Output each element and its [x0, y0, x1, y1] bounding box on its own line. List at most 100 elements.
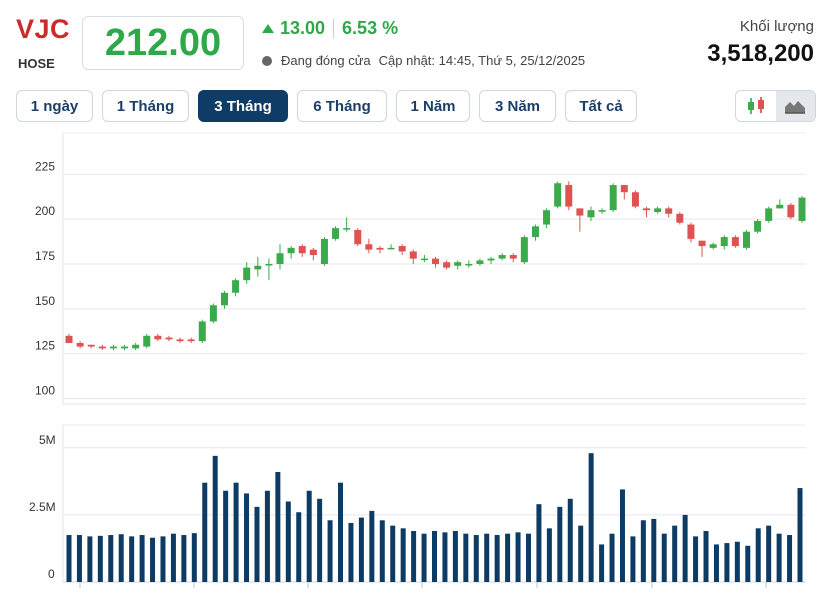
volume-bar	[76, 535, 82, 582]
candlestick-button[interactable]	[736, 91, 776, 121]
candle-body	[487, 258, 495, 261]
volume-value: 3,518,200	[707, 40, 814, 67]
volume-bar	[734, 541, 740, 582]
volume-bar	[369, 510, 375, 582]
candle-body	[765, 208, 773, 221]
candle-body	[143, 335, 151, 347]
candle-body	[620, 185, 628, 193]
volume-bar	[390, 525, 396, 582]
candle-body	[198, 321, 206, 342]
candle-body	[554, 183, 562, 207]
candle-body	[343, 228, 351, 230]
volume-bar	[212, 455, 218, 582]
candle-body	[498, 255, 506, 259]
candle-body	[243, 267, 251, 281]
volume-bar	[484, 533, 490, 582]
area-chart-icon	[785, 101, 806, 114]
candle-body	[543, 210, 551, 225]
volume-bar	[473, 535, 479, 582]
candle-body	[398, 246, 406, 252]
exchange-label: HOSE	[18, 56, 55, 71]
volume-bar	[672, 525, 678, 582]
volume-bar	[505, 533, 511, 582]
candle-body	[109, 346, 117, 349]
price-tick-label: 200	[35, 204, 55, 218]
candle-body	[631, 192, 639, 207]
status-dot-icon	[262, 55, 272, 66]
candle-body	[465, 264, 473, 266]
tab-3-months[interactable]: 3 Tháng	[198, 90, 288, 122]
candle-body	[187, 339, 195, 342]
tab-all[interactable]: Tất cả	[565, 90, 637, 122]
volume-bar	[317, 498, 323, 582]
volume-bar	[630, 536, 636, 582]
candle-body	[531, 226, 539, 238]
volume-bar	[755, 528, 761, 582]
volume-bar	[129, 536, 135, 582]
current-price: 212.00	[104, 21, 222, 64]
candle-body	[598, 210, 606, 212]
candle-body	[254, 265, 262, 270]
volume-bar	[724, 543, 730, 582]
candle-body	[98, 346, 106, 349]
candle-body	[432, 258, 439, 265]
candle-body	[698, 240, 706, 247]
volume-bar	[463, 533, 469, 582]
volume-bar	[609, 533, 615, 582]
volume-bar	[160, 536, 166, 582]
candle-body	[276, 253, 284, 265]
volume-bar	[139, 535, 145, 582]
candle-body	[576, 208, 584, 216]
volume-bar	[202, 482, 208, 582]
candle-body	[354, 229, 362, 245]
volume-bar	[745, 545, 751, 582]
volume-bar	[118, 534, 124, 582]
change-value: 13.00	[280, 18, 326, 38]
candle-body	[220, 292, 228, 306]
volume-tick-label: 0	[48, 567, 55, 581]
volume-bar	[87, 536, 93, 582]
price-box: 212.00	[82, 16, 244, 70]
tab-1-month[interactable]: 1 Tháng	[102, 90, 189, 122]
tab-1-year[interactable]: 1 Năm	[396, 90, 470, 122]
volume-bar	[379, 520, 385, 582]
tab-1-day[interactable]: 1 ngày	[16, 90, 93, 122]
candle-body	[742, 231, 750, 248]
candle-body	[387, 247, 395, 250]
volume-bar	[296, 512, 302, 582]
volume-tick-label: 5M	[39, 433, 56, 447]
volume-bar	[306, 490, 312, 582]
price-tick-label: 100	[35, 384, 55, 398]
candle-body	[209, 305, 217, 322]
candle-body	[132, 344, 140, 349]
tab-6-months[interactable]: 6 Tháng	[297, 90, 387, 122]
candle-body	[121, 346, 129, 349]
volume-bar	[515, 532, 521, 582]
volume-tick-label: 2.5M	[29, 500, 56, 514]
volume-bar	[254, 506, 260, 582]
candle-body	[754, 220, 762, 232]
candle-body	[65, 335, 73, 343]
volume-bar	[661, 533, 667, 582]
candle-body	[298, 246, 306, 254]
volume-bar	[233, 482, 239, 582]
volume-bar	[525, 533, 531, 582]
volume-bar	[557, 506, 563, 582]
volume-bar	[640, 520, 646, 582]
volume-bar	[66, 535, 72, 582]
candle-body	[332, 228, 340, 239]
candle-body	[265, 264, 273, 266]
volume-bar	[400, 528, 406, 582]
candle-body	[520, 237, 528, 263]
candle-body	[731, 237, 739, 247]
price-tick-label: 225	[35, 159, 55, 173]
candle-body	[176, 339, 184, 342]
volume-bar	[703, 531, 709, 582]
volume-bar	[599, 544, 605, 582]
candle-body	[509, 255, 517, 259]
candle-body	[720, 237, 728, 247]
volume-bar	[619, 489, 625, 582]
tab-3-years[interactable]: 3 Năm	[479, 90, 556, 122]
area-chart-button[interactable]	[775, 91, 815, 121]
